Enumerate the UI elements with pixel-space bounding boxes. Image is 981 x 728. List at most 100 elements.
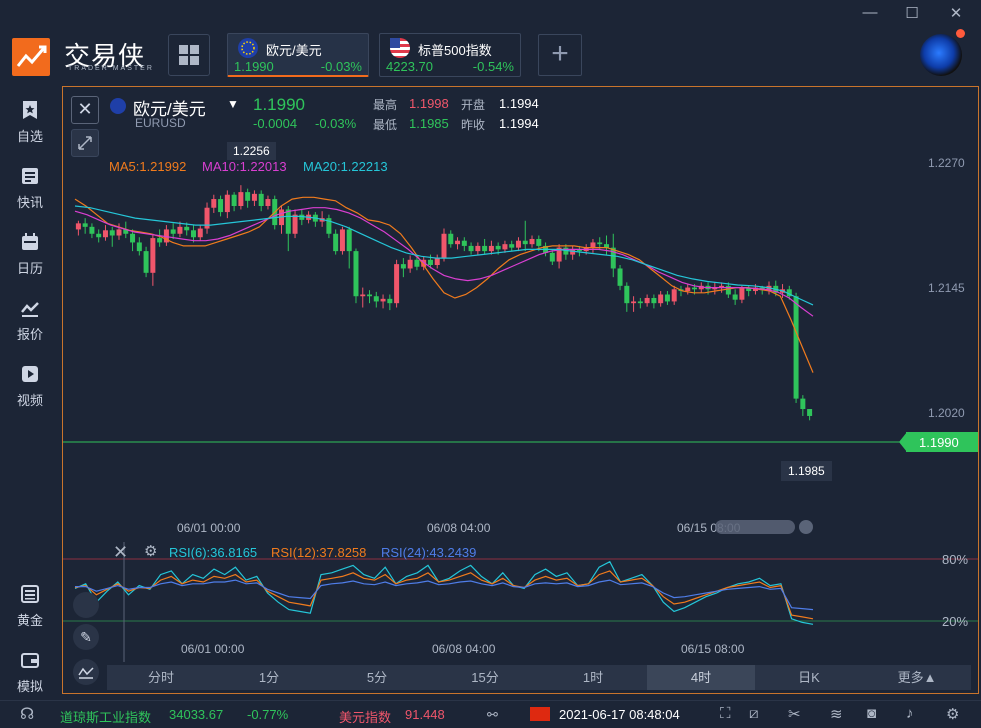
tab-timeframe[interactable]: 日K [798, 670, 820, 685]
headset-icon[interactable]: ☊ [20, 706, 35, 723]
candle-body [326, 218, 332, 234]
sidebar-item-label: 日历 [16, 261, 43, 276]
candle-body [522, 240, 528, 245]
tab-timeframe[interactable]: 分时 [147, 670, 174, 685]
rsi-tick-label: 80% [942, 552, 969, 567]
fullscreen-icon[interactable]: ⛶ [720, 705, 731, 722]
tab-sp500[interactable]: 标普500指数 4223.70 -0.54% [379, 33, 521, 77]
tab-eurusd[interactable]: 欧元/美元 1.1990 -0.03% [227, 33, 369, 77]
camera-icon[interactable]: ◙ [867, 705, 877, 722]
settings-icon[interactable]: ⚙ [946, 706, 960, 723]
candle-body [373, 296, 379, 302]
candle-body [123, 229, 129, 234]
add-tab-button[interactable]: + [538, 34, 582, 76]
candle-body [258, 193, 264, 206]
candle-body [387, 298, 393, 304]
star-bookmark-icon [23, 101, 37, 119]
sidebar-item-gold[interactable]: 黄金 [0, 584, 60, 644]
candle-body [238, 192, 244, 206]
gold-bar-icon [21, 585, 39, 603]
candle-body [367, 294, 373, 297]
tab-timeframe[interactable]: 1分 [258, 670, 280, 685]
ma10-legend: MA10:1.22013 [202, 159, 287, 174]
candle-body [725, 285, 731, 295]
close-indicator-icon[interactable]: ✕ [113, 542, 129, 562]
tab-price: 1.1990 [234, 59, 274, 74]
candle-body [360, 294, 366, 297]
symbol-code: EURUSD [135, 116, 186, 130]
y-tick-label: 1.2020 [928, 406, 965, 420]
maximize-icon[interactable]: ☐ [905, 5, 919, 22]
sidebar-item-quotes[interactable]: 报价 [0, 298, 60, 358]
x-tick-label: 06/01 00:00 [177, 521, 241, 535]
sidebar-item-news[interactable]: 快讯 [0, 166, 60, 226]
candle-body [786, 289, 792, 297]
indicator-tool-button[interactable] [73, 659, 99, 685]
candle-body [170, 229, 176, 234]
tab-timeframe-more[interactable]: 更多▲ [897, 670, 937, 685]
candle-body [218, 199, 224, 213]
rsi24-legend: RSI(24):43.2439 [381, 545, 477, 560]
user-avatar[interactable] [920, 34, 962, 76]
close-icon[interactable]: ✕ [949, 5, 963, 22]
candle-body [482, 245, 488, 252]
layout-grid-button[interactable] [168, 34, 210, 76]
chart-canvas[interactable] [63, 87, 978, 693]
current-price-tag [906, 432, 978, 452]
tools-icon[interactable]: ✂ [788, 706, 801, 723]
tab-timeframe-active[interactable]: 4时 [647, 665, 755, 690]
collapse-button[interactable] [71, 129, 99, 157]
tab-timeframe[interactable]: 5分 [366, 670, 388, 685]
tab-price: 4223.70 [386, 59, 433, 74]
status-bar: ☊ 道琼斯工业指数 34033.67 -0.77% 美元指数 91.448 ⚯ … [0, 700, 981, 728]
candle-body [89, 226, 95, 234]
dow-change: -0.77% [247, 707, 289, 722]
candle-body [82, 223, 88, 227]
candle-body [407, 259, 413, 269]
sidebar-item-simulation[interactable]: 模拟 [0, 650, 60, 710]
symbol-dropdown-icon[interactable]: ▼ [227, 97, 239, 111]
candle-body [719, 285, 725, 288]
hand-tool-button[interactable] [73, 592, 99, 618]
tab-timeframe[interactable]: 15分 [471, 670, 499, 685]
candle-body [529, 238, 535, 245]
candle-body [468, 245, 474, 252]
trend-line-icon [21, 302, 39, 317]
scroll-end-icon[interactable] [799, 520, 813, 534]
candle-body [800, 398, 806, 410]
candle-body [190, 230, 196, 238]
symbol-name[interactable]: 欧元/美元 [133, 100, 206, 119]
usd-index-label[interactable]: 美元指数 [339, 710, 392, 725]
candle-body [692, 287, 698, 290]
layers-icon[interactable]: ≋ [830, 706, 843, 723]
candle-body [488, 245, 494, 252]
candle-body [502, 244, 508, 250]
close-chart-button[interactable]: ✕ [71, 96, 99, 124]
pencil-icon[interactable]: ✎ [73, 624, 99, 650]
candle-body [245, 192, 251, 201]
indicator-settings-icon[interactable]: ⚙ [144, 543, 158, 560]
dow-label[interactable]: 道琼斯工业指数 [60, 710, 152, 725]
scroll-handle[interactable] [715, 520, 795, 534]
sidebar-item-video[interactable]: 视频 [0, 364, 60, 424]
candle-body [603, 244, 609, 248]
rsi-line [74, 570, 814, 620]
draw-icon[interactable]: ⧄ [749, 705, 759, 722]
candle-body [461, 240, 467, 246]
timeframe-bar: 分时 1分 5分 15分 1时 4时 日K 更多▲ [107, 665, 971, 690]
minimize-icon[interactable]: — [862, 4, 878, 21]
sidebar-item-calendar[interactable]: 日历 [0, 232, 60, 292]
candle-body [441, 233, 447, 259]
candle-body [339, 229, 345, 252]
connection-icon[interactable]: ⚯ [487, 707, 498, 722]
candle-body [644, 297, 650, 304]
open-value: 1.1994 [499, 96, 539, 111]
rsi12-legend: RSI(12):37.8258 [271, 545, 367, 560]
sound-icon[interactable]: ♪ [906, 705, 914, 722]
sidebar-item-watchlist[interactable]: 自选 [0, 100, 60, 160]
candle-body [400, 264, 406, 269]
tab-timeframe[interactable]: 1时 [582, 670, 604, 685]
candle-body [251, 193, 257, 201]
candle-body [346, 229, 352, 252]
candle-body [576, 249, 582, 252]
